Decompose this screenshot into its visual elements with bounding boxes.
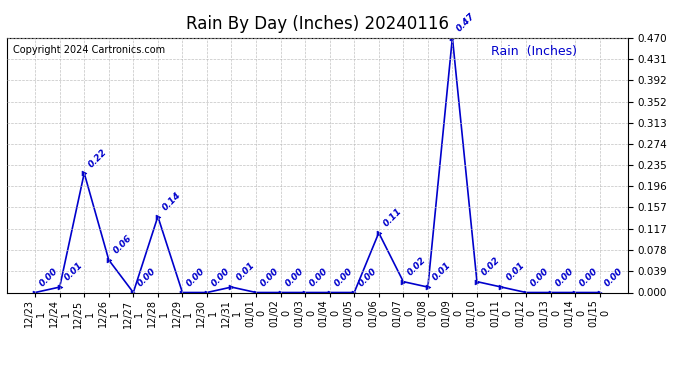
Text: Rain By Day (Inches) 20240116: Rain By Day (Inches) 20240116	[186, 15, 449, 33]
Text: 0.14: 0.14	[161, 190, 183, 212]
Text: 0.00: 0.00	[259, 266, 281, 288]
Text: 0.00: 0.00	[136, 266, 158, 288]
Text: 0.00: 0.00	[602, 266, 624, 288]
Text: 0.02: 0.02	[406, 255, 428, 278]
Text: 0.47: 0.47	[455, 11, 477, 33]
Text: 0.00: 0.00	[357, 266, 379, 288]
Text: 0.01: 0.01	[504, 261, 526, 283]
Text: 0.01: 0.01	[235, 261, 256, 283]
Text: Rain  (Inches): Rain (Inches)	[491, 45, 578, 58]
Text: Copyright 2024 Cartronics.com: Copyright 2024 Cartronics.com	[13, 45, 165, 55]
Text: 0.11: 0.11	[382, 207, 404, 229]
Text: 0.00: 0.00	[308, 266, 330, 288]
Text: 0.00: 0.00	[284, 266, 306, 288]
Text: 0.01: 0.01	[431, 261, 453, 283]
Text: 0.22: 0.22	[87, 147, 109, 169]
Text: 0.00: 0.00	[210, 266, 232, 288]
Text: 0.00: 0.00	[38, 266, 60, 288]
Text: 0.06: 0.06	[112, 234, 134, 256]
Text: 0.00: 0.00	[553, 266, 575, 288]
Text: 0.01: 0.01	[63, 261, 84, 283]
Text: 0.00: 0.00	[185, 266, 207, 288]
Text: 0.00: 0.00	[578, 266, 600, 288]
Text: 0.00: 0.00	[333, 266, 355, 288]
Text: 0.02: 0.02	[480, 255, 502, 278]
Text: 0.00: 0.00	[529, 266, 551, 288]
